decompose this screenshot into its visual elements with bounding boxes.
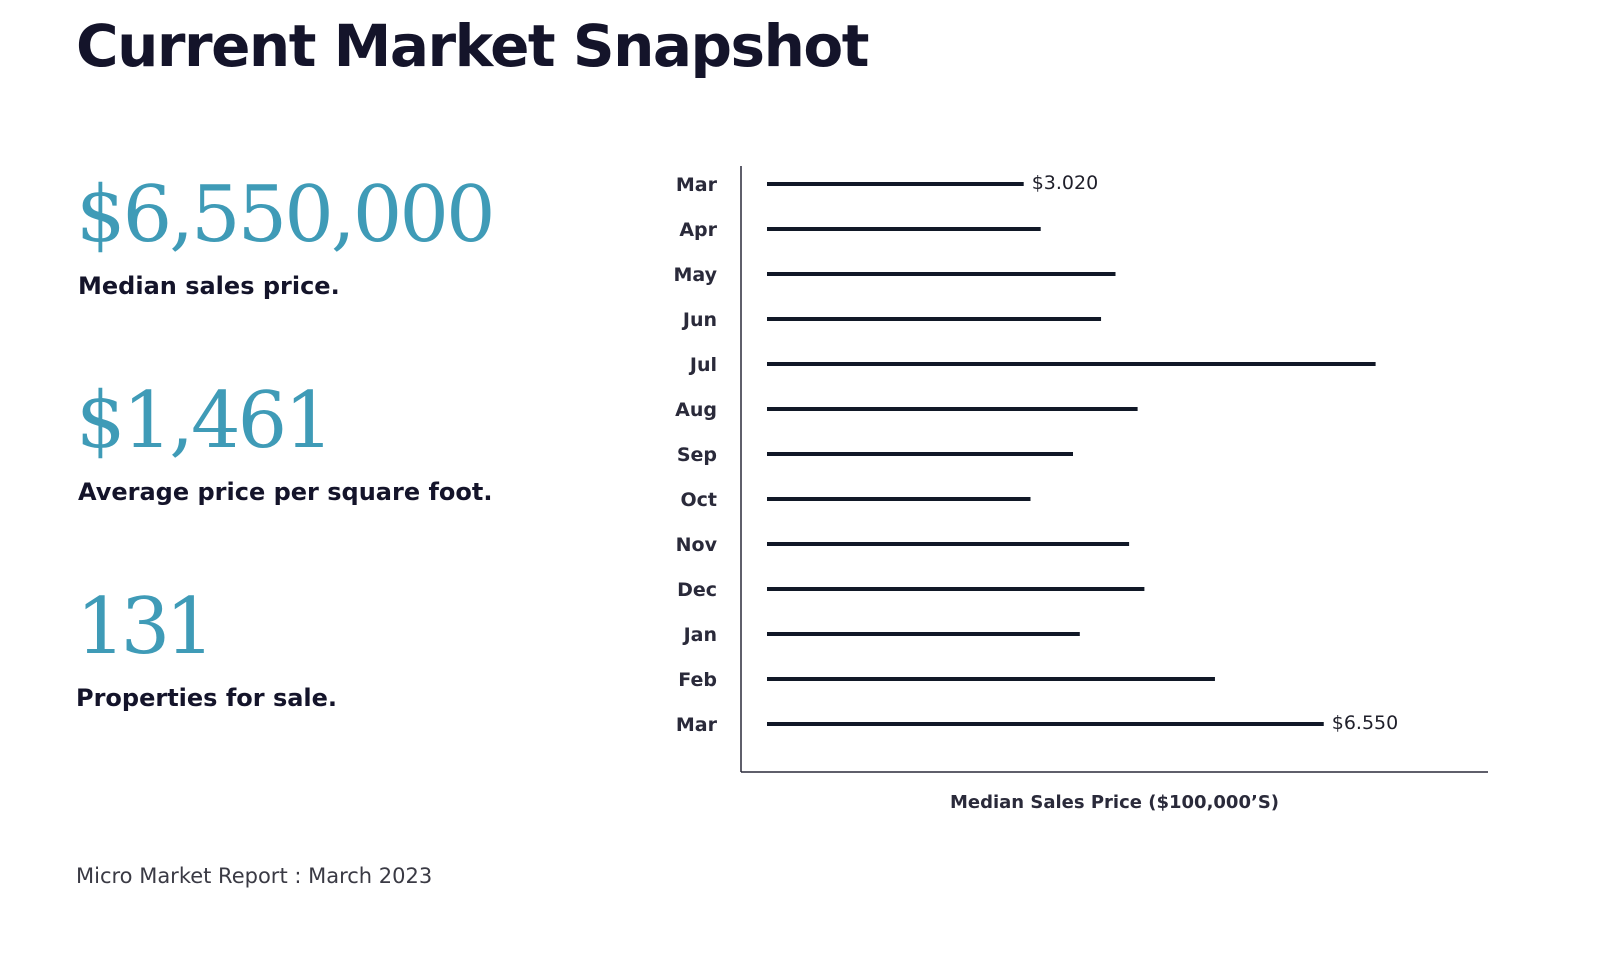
stat-median-price: $6,550,000 Median sales price. (76, 170, 496, 300)
price-per-sqft-caption: Average price per square foot. (78, 478, 493, 506)
x-axis-title: Median Sales Price ($100,000’S) (950, 792, 1279, 813)
category-label: Sep (677, 444, 717, 466)
report-footer: Micro Market Report : March 2023 (76, 864, 433, 888)
category-label: Apr (679, 219, 717, 241)
category-label: Mar (676, 714, 718, 736)
median-price-value: $6,550,000 (76, 170, 496, 260)
category-label: Nov (676, 534, 718, 556)
category-label: Jun (681, 309, 717, 331)
data-label: $6.550 (1332, 712, 1398, 734)
data-label: $3.020 (1032, 172, 1098, 194)
chart-bars (767, 182, 1376, 726)
category-label: Aug (675, 399, 717, 421)
category-label: Feb (678, 669, 717, 691)
properties-caption: Properties for sale. (76, 684, 338, 712)
median-price-caption: Median sales price. (78, 272, 340, 300)
category-label: May (673, 264, 717, 286)
stat-price-per-sqft: $1,461 Average price per square foot. (76, 382, 492, 506)
chart-data-labels: $3.020 $6.550 (1032, 172, 1399, 734)
category-label: Mar (676, 174, 718, 196)
properties-value: 131 (76, 582, 215, 672)
category-label: Jul (688, 354, 717, 376)
price-per-sqft-value: $1,461 (76, 376, 334, 466)
chart-category-labels: Mar Apr May Jun Jul Aug Sep Oct Nov Dec Jan Feb Mar (673, 174, 717, 736)
page-title: Current Market Snapshot (76, 12, 869, 80)
stat-properties-for-sale: 131 Properties for sale. (76, 588, 337, 712)
category-label: Dec (677, 579, 717, 601)
category-label: Oct (681, 489, 718, 511)
category-label: Jan (682, 624, 717, 646)
